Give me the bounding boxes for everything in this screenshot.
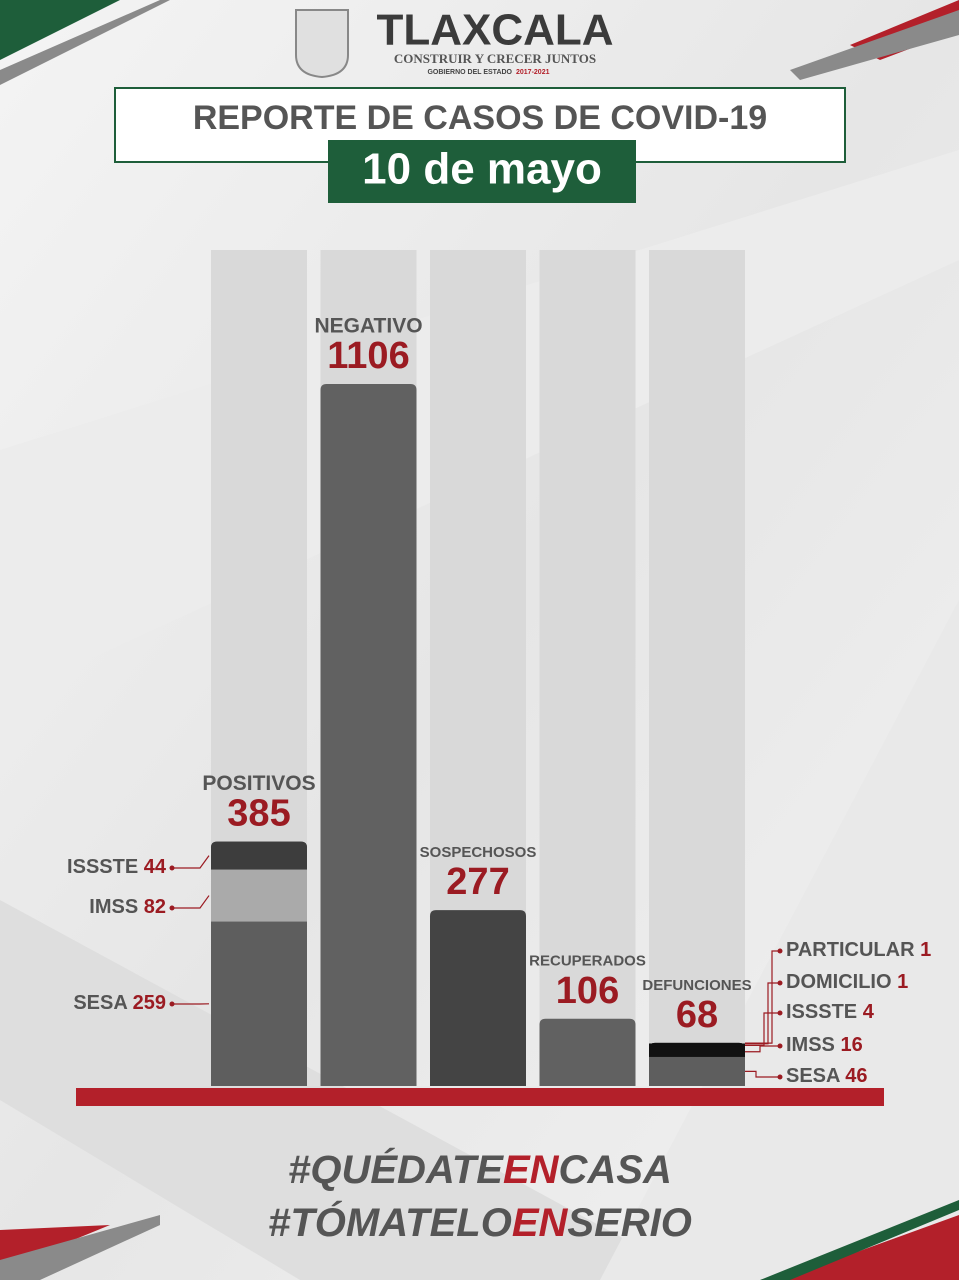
segment — [649, 1044, 745, 1047]
value-label: 277 — [446, 861, 509, 903]
bar-track — [649, 250, 745, 1086]
category-label: SOSPECHOSOS — [420, 844, 537, 861]
segment-label: ISSSTE 4 — [786, 1001, 875, 1023]
corner-stripe — [0, 0, 120, 60]
baseline — [76, 1088, 884, 1106]
category-label: NEGATIVO — [314, 315, 422, 338]
corner-stripe — [0, 1215, 160, 1280]
leader-line — [745, 1070, 780, 1078]
bar — [320, 384, 417, 1086]
date: 10 de mayo — [362, 145, 602, 194]
chart-title: REPORTE DE CASOS DE COVID-19 — [193, 99, 767, 137]
government: GOBIERNO DEL ESTADO — [427, 69, 512, 76]
segment-name: SESA — [786, 1065, 840, 1087]
category-label: RECUPERADOS — [529, 953, 646, 970]
segment-label: SESA 259 — [73, 992, 166, 1014]
segment-label: ISSSTE 44 — [67, 856, 167, 878]
coat-of-arms — [295, 9, 349, 79]
motto: CONSTRUIR Y CRECER JUNTOS — [394, 51, 596, 66]
corner-stripe — [0, 0, 170, 85]
segment-name: ISSSTE — [786, 1001, 857, 1023]
leader-line — [172, 855, 210, 869]
hashtag: #TÓMATELOENSERIO — [268, 1199, 692, 1245]
segment — [649, 1043, 745, 1045]
hashtag-part: #QUÉDATE — [288, 1147, 504, 1192]
segment-name: ISSSTE — [67, 856, 138, 878]
segment-name: SESA — [73, 992, 127, 1014]
segment-value: 1 — [897, 971, 908, 993]
value-label: 106 — [556, 970, 619, 1012]
value-label: 1106 — [327, 335, 409, 377]
segment-value: 46 — [845, 1065, 867, 1087]
segment-label: PARTICULAR 1 — [786, 939, 931, 961]
date-box — [328, 140, 636, 203]
leader-line — [172, 895, 210, 909]
corner-stripe — [790, 10, 959, 80]
hashtag-part: CASA — [559, 1148, 672, 1192]
segment-name: IMSS — [89, 896, 138, 918]
segment-value: 82 — [144, 896, 166, 918]
chart: POSITIVOS385NEGATIVO1106SOSPECHOSOS277RE… — [67, 250, 931, 1087]
corner-stripe — [760, 1200, 959, 1280]
hashtag-part: SERIO — [567, 1201, 691, 1245]
segment-value: 259 — [133, 992, 166, 1014]
segment-value: 1 — [920, 939, 931, 961]
bar — [430, 910, 526, 1086]
value-label: 68 — [676, 994, 718, 1036]
segment — [649, 1046, 745, 1057]
category-label: POSITIVOS — [202, 772, 315, 795]
bar-track — [539, 250, 636, 1086]
category-label: DEFUNCIONES — [642, 977, 751, 994]
term: 2017-2021 — [516, 69, 550, 76]
segment-name: DOMICILIO — [786, 971, 892, 993]
segment-label: IMSS 82 — [89, 896, 166, 918]
hashtag-part: EN — [503, 1148, 560, 1192]
leader-line — [745, 950, 780, 1044]
segment — [649, 1042, 745, 1049]
bar — [539, 1018, 636, 1086]
value-label: 385 — [227, 793, 290, 835]
segment-name: PARTICULAR — [786, 939, 915, 961]
segment — [649, 1056, 745, 1086]
segment-value: 44 — [144, 856, 167, 878]
segment-label: IMSS 16 — [786, 1034, 863, 1056]
leader-line — [745, 1045, 780, 1053]
segment-name: IMSS — [786, 1034, 835, 1056]
segment-value: 4 — [863, 1001, 875, 1023]
hashtag: #QUÉDATEENCASA — [288, 1147, 672, 1192]
segment — [211, 921, 307, 1086]
hashtag-part: #TÓMATELO — [268, 1199, 512, 1245]
segment — [211, 841, 307, 870]
bg-shape — [600, 600, 959, 1280]
segment — [211, 869, 307, 922]
segment-label: DOMICILIO 1 — [786, 971, 908, 993]
segment-label: SESA 46 — [786, 1065, 868, 1087]
brand: TLAXCALA — [376, 6, 613, 55]
hashtag-part: EN — [512, 1201, 569, 1245]
leader-line — [745, 982, 780, 1045]
segment-value: 16 — [840, 1034, 862, 1056]
